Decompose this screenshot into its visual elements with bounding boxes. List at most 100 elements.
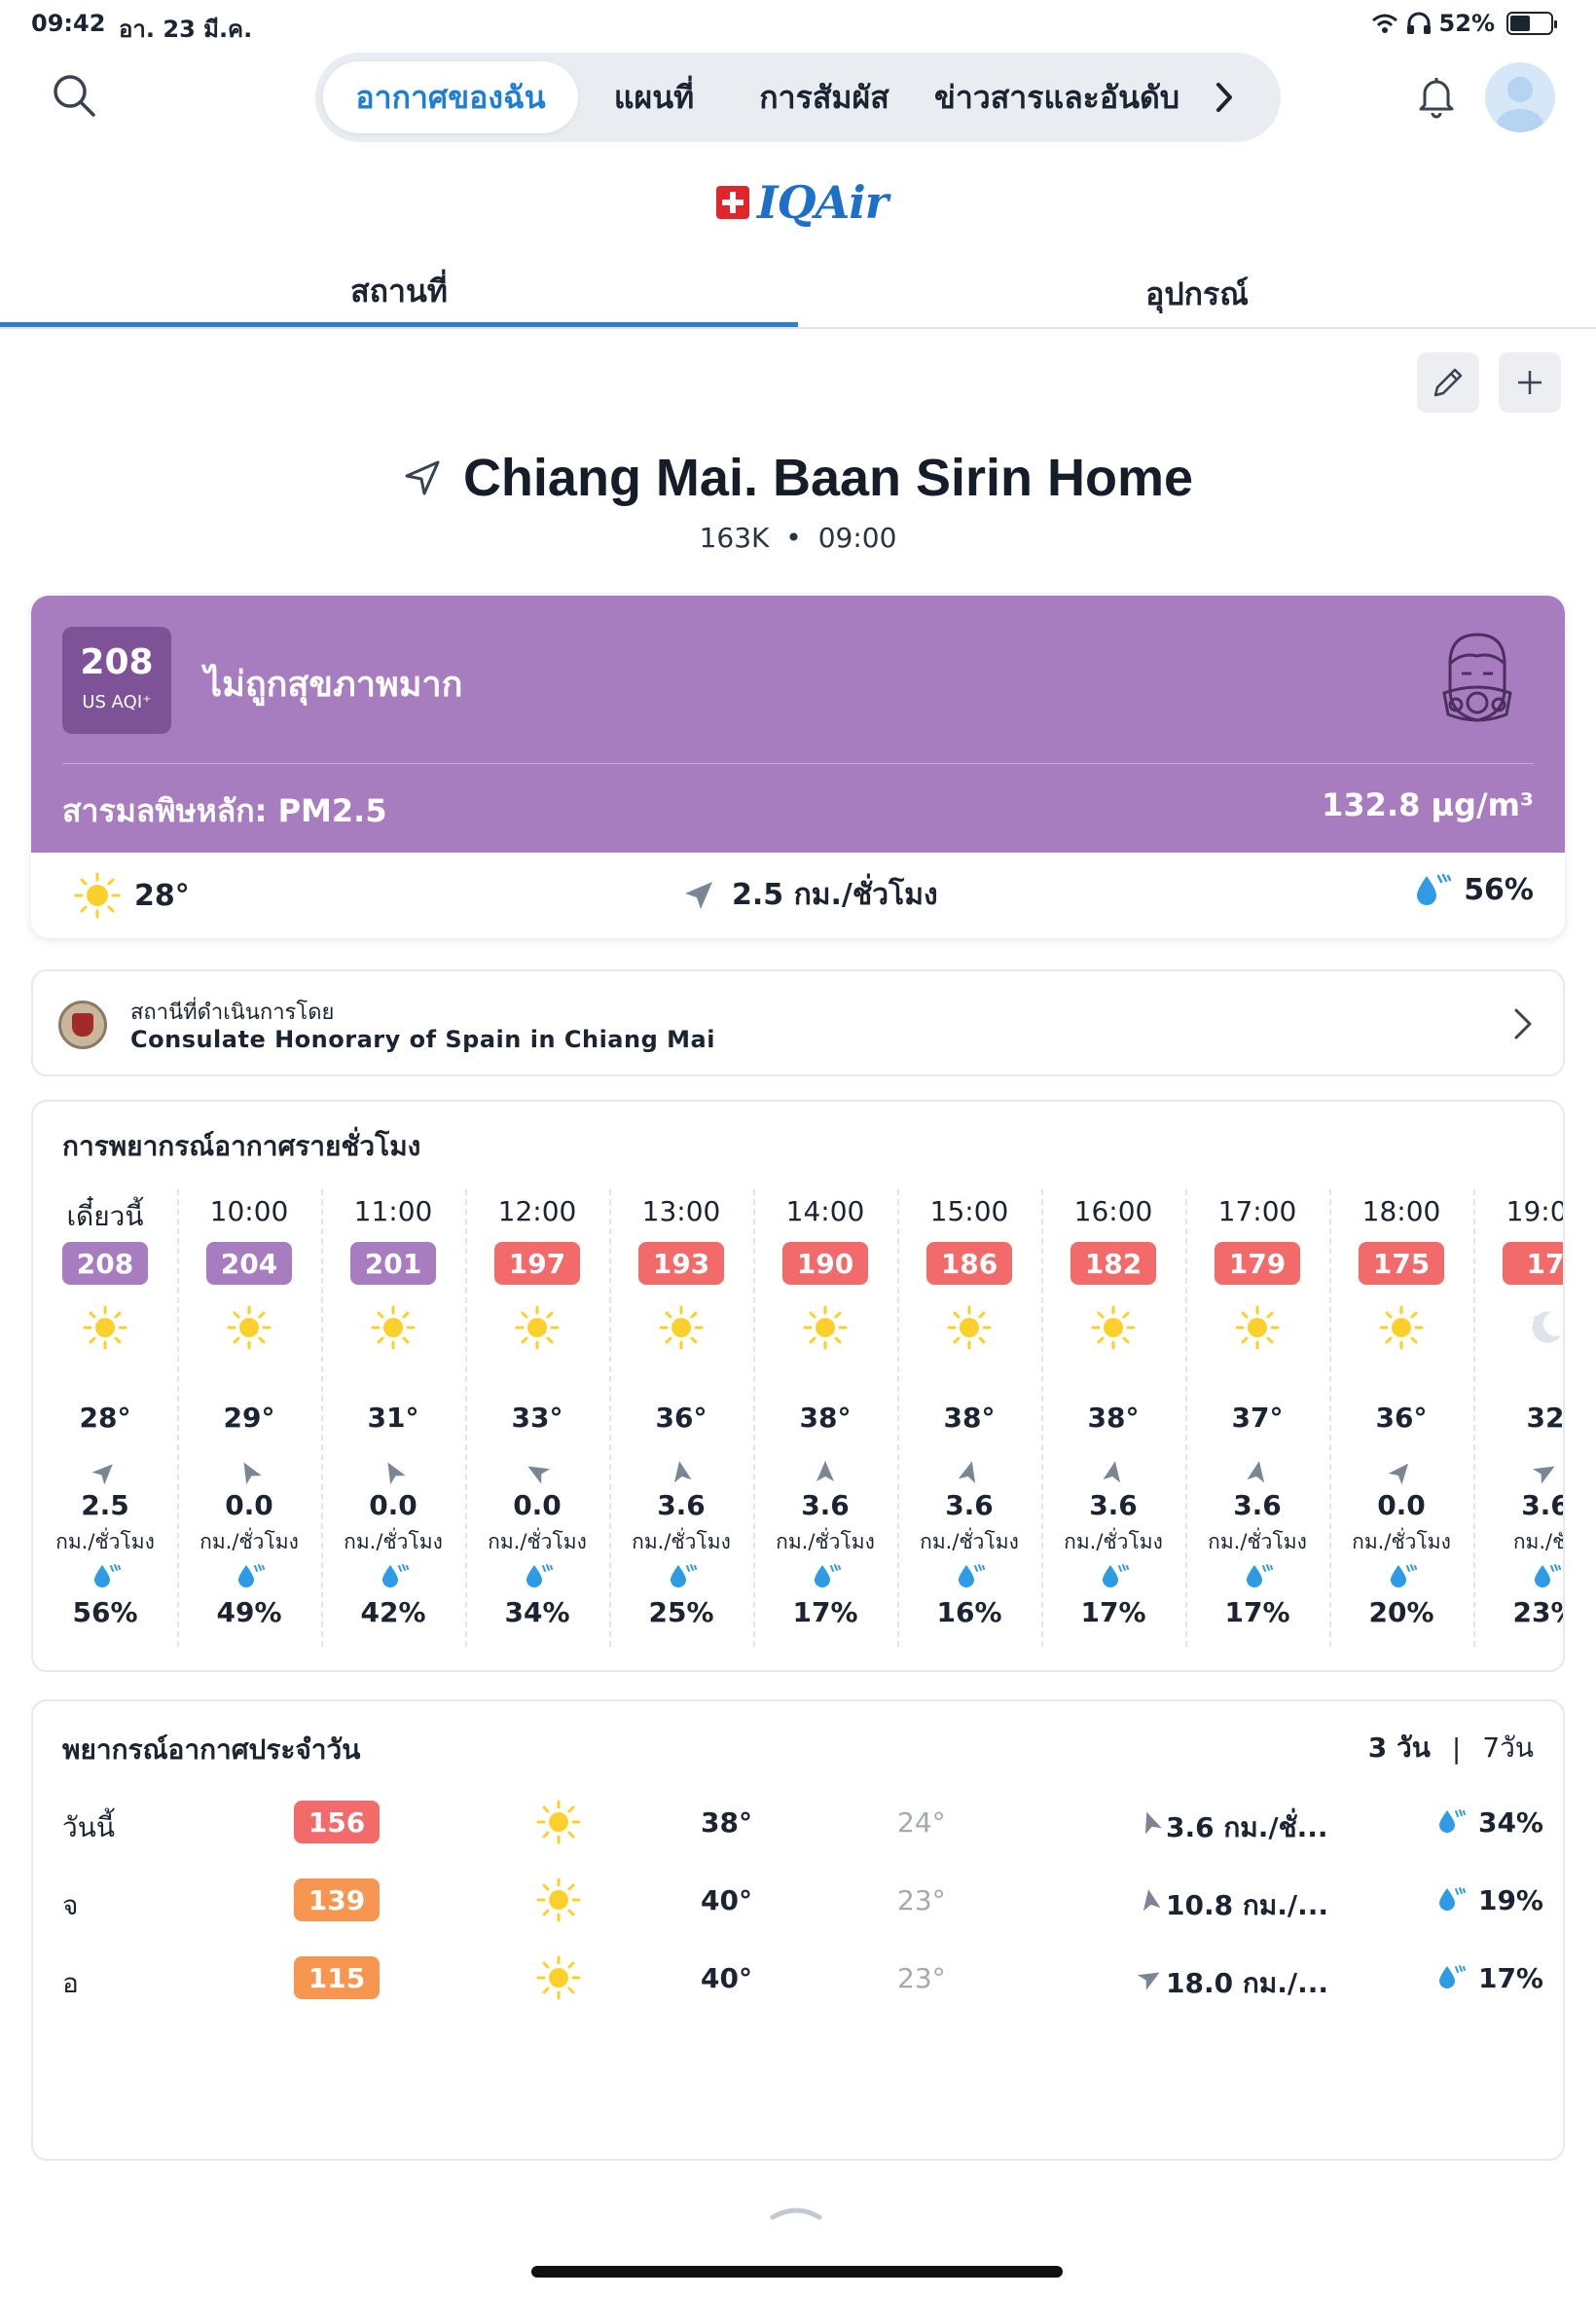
pencil-icon: [1433, 368, 1463, 397]
nav-tab-exposure[interactable]: การสัมผัส: [759, 78, 889, 116]
hourly-item: 14:00 190 38° 3.6 กม./ชั่วโมง 17%: [753, 1180, 897, 1666]
main-nav: อากาศของฉัน แผนที่ การสัมผัส ข่าวสารและอ…: [315, 53, 1281, 142]
sun-icon: [370, 1304, 417, 1351]
divider: [62, 763, 1534, 764]
day-high-temp: 40°: [701, 1962, 752, 1994]
notifications-button[interactable]: [1411, 70, 1462, 121]
hour-wind-unit: กม./ชั่วโมง: [1208, 1530, 1307, 1553]
range-7-days[interactable]: 7วัน: [1482, 1732, 1534, 1764]
hourly-title: การพยากรณ์อากาศรายชั่วโมง: [62, 1130, 421, 1162]
wind-arrow-icon: [956, 1458, 983, 1485]
sheet-handle-icon[interactable]: [769, 2202, 823, 2221]
sun-icon: [514, 1304, 561, 1351]
hour-humidity: 17%: [1080, 1596, 1146, 1628]
hour-wind: 0.0: [225, 1489, 273, 1521]
main-pollutant: สารมลพิษหลัก: PM2.5: [62, 792, 387, 829]
hour-aqi-badge: 204: [206, 1242, 292, 1285]
wind-arrow-icon: [685, 881, 712, 909]
hour-aqi-badge: 182: [1070, 1242, 1156, 1285]
hour-temp: 36°: [655, 1402, 707, 1434]
aqi-unit: US AQI⁺: [82, 692, 152, 712]
hour-time: 17:00: [1217, 1195, 1297, 1227]
hour-temp: 38°: [943, 1402, 996, 1434]
day-low-temp: 23°: [897, 1884, 946, 1916]
hour-humidity: 34%: [504, 1596, 570, 1628]
column-separator: [1185, 1189, 1187, 1647]
wind-arrow-icon: [524, 1458, 551, 1485]
logo-text: IQAir: [757, 176, 889, 229]
consulate-seal-icon: [58, 1001, 107, 1049]
humidity-icon: [380, 1563, 409, 1588]
hourly-item: 19:00 17 32 3.6 กม./ชั่ว 23%: [1473, 1180, 1565, 1666]
hour-time: 14:00: [785, 1195, 865, 1227]
chevron-right-icon: [1216, 83, 1232, 112]
location-header: Chiang Mai. Baan Sirin Home 163K • 09:00: [0, 448, 1596, 554]
wifi-icon: [1371, 14, 1397, 33]
hour-time: 19:00: [1505, 1195, 1563, 1227]
battery-percent: 52%: [1438, 10, 1495, 37]
profile-avatar-button[interactable]: [1485, 62, 1555, 132]
hour-wind: 3.6: [1521, 1489, 1565, 1521]
hour-humidity: 56%: [72, 1596, 138, 1628]
hour-humidity: 23%: [1512, 1596, 1563, 1628]
edit-button[interactable]: [1417, 352, 1479, 413]
humidity-icon: [1100, 1563, 1129, 1588]
day-low-temp: 23°: [897, 1962, 946, 1994]
hour-temp: 32: [1526, 1402, 1565, 1434]
top-navigation: อากาศของฉัน แผนที่ การสัมผัส ข่าวสารและอ…: [0, 49, 1596, 146]
nav-tab-news-rankings[interactable]: ข่าวสารและอันดับ: [933, 78, 1180, 116]
current-temp: 28°: [74, 872, 190, 919]
hourly-columns[interactable]: เดี๋ยวนี้ 208 28° 2.5 กม./ชั่วโมง 56% 10:00 204…: [33, 1180, 1565, 1666]
sun-icon: [658, 1304, 705, 1351]
wind-arrow-icon: [1137, 1808, 1162, 1835]
tab-places[interactable]: สถานที่: [0, 261, 798, 327]
sun-icon: [535, 1799, 582, 1845]
column-separator: [1329, 1189, 1331, 1647]
column-separator: [1041, 1189, 1043, 1647]
status-icons: 52%: [1371, 10, 1557, 37]
day-label: อ: [62, 1967, 79, 1999]
pollutant-concentration: 132.8 µg/m³: [1322, 786, 1534, 823]
column-separator: [177, 1189, 179, 1647]
humidity-icon: [1244, 1563, 1273, 1588]
hour-time: 13:00: [641, 1195, 721, 1227]
hour-temp: 33°: [511, 1402, 563, 1434]
humidity-icon: [1436, 1886, 1466, 1912]
tab-devices[interactable]: อุปกรณ์: [1145, 274, 1249, 312]
aqi-card[interactable]: 208 US AQI⁺ ไม่ถูกสุขภาพมาก สารมลพิษหลัก…: [31, 596, 1565, 938]
wind-arrow-icon: [1532, 1458, 1559, 1485]
aqi-value: 208: [80, 642, 154, 682]
hour-aqi-badge: 17: [1503, 1242, 1563, 1285]
hour-wind: 3.6: [801, 1489, 850, 1521]
hour-time: เดี๋ยวนี้: [66, 1200, 144, 1232]
hour-temp: 28°: [79, 1402, 131, 1434]
daily-forecast: พยากรณ์อากาศประจำวัน 3 วัน | 7วัน วันนี้…: [31, 1699, 1565, 2161]
plus-icon: [1518, 371, 1542, 394]
subtabs: สถานที่ อุปกรณ์: [0, 261, 1596, 329]
nav-tab-my-air[interactable]: อากาศของฉัน: [323, 61, 578, 133]
daily-row[interactable]: จ 139 40° 23° 10.8 กม./... 19%: [33, 1865, 1567, 1943]
range-3-days[interactable]: 3 วัน: [1367, 1732, 1431, 1764]
nav-tab-map[interactable]: แผนที่: [613, 78, 695, 116]
hour-time: 10:00: [209, 1195, 289, 1227]
humidity-icon: [1417, 873, 1452, 905]
hourly-item: 18:00 175 36° 0.0 กม./ชั่วโมง 20%: [1329, 1180, 1473, 1666]
hour-humidity: 42%: [360, 1596, 426, 1628]
add-location-button[interactable]: [1499, 352, 1561, 413]
current-temp-value: 28°: [134, 878, 190, 913]
humidity-icon: [1388, 1563, 1417, 1588]
clock: 09:42: [31, 10, 106, 37]
aqi-header: 208 US AQI⁺ ไม่ถูกสุขภาพมาก สารมลพิษหลัก…: [31, 596, 1565, 853]
search-button[interactable]: [51, 72, 97, 119]
hour-wind-unit: กม./ชั่วโมง: [488, 1530, 587, 1553]
current-weather: 28° 2.5 กม./ชั่วโมง 56%: [31, 853, 1565, 938]
station-operator-row[interactable]: สถานีที่ดำเนินการโดย Consulate Honorary …: [31, 969, 1565, 1076]
nav-more-button[interactable]: [1195, 61, 1253, 133]
hour-aqi-badge: 179: [1215, 1242, 1300, 1285]
daily-row[interactable]: วันนี้ 156 38° 24° 3.6 กม./ชั่... 34%: [33, 1787, 1567, 1865]
daily-row[interactable]: อ 115 40° 23° 18.0 กม./... 17%: [33, 1943, 1567, 2021]
hour-wind-unit: กม./ชั่วโมง: [344, 1530, 443, 1553]
hour-wind: 3.6: [1089, 1489, 1138, 1521]
hour-wind-unit: กม./ชั่วโมง: [632, 1530, 731, 1553]
current-wind-value: 2.5 กม./ชั่วโมง: [732, 878, 938, 912]
